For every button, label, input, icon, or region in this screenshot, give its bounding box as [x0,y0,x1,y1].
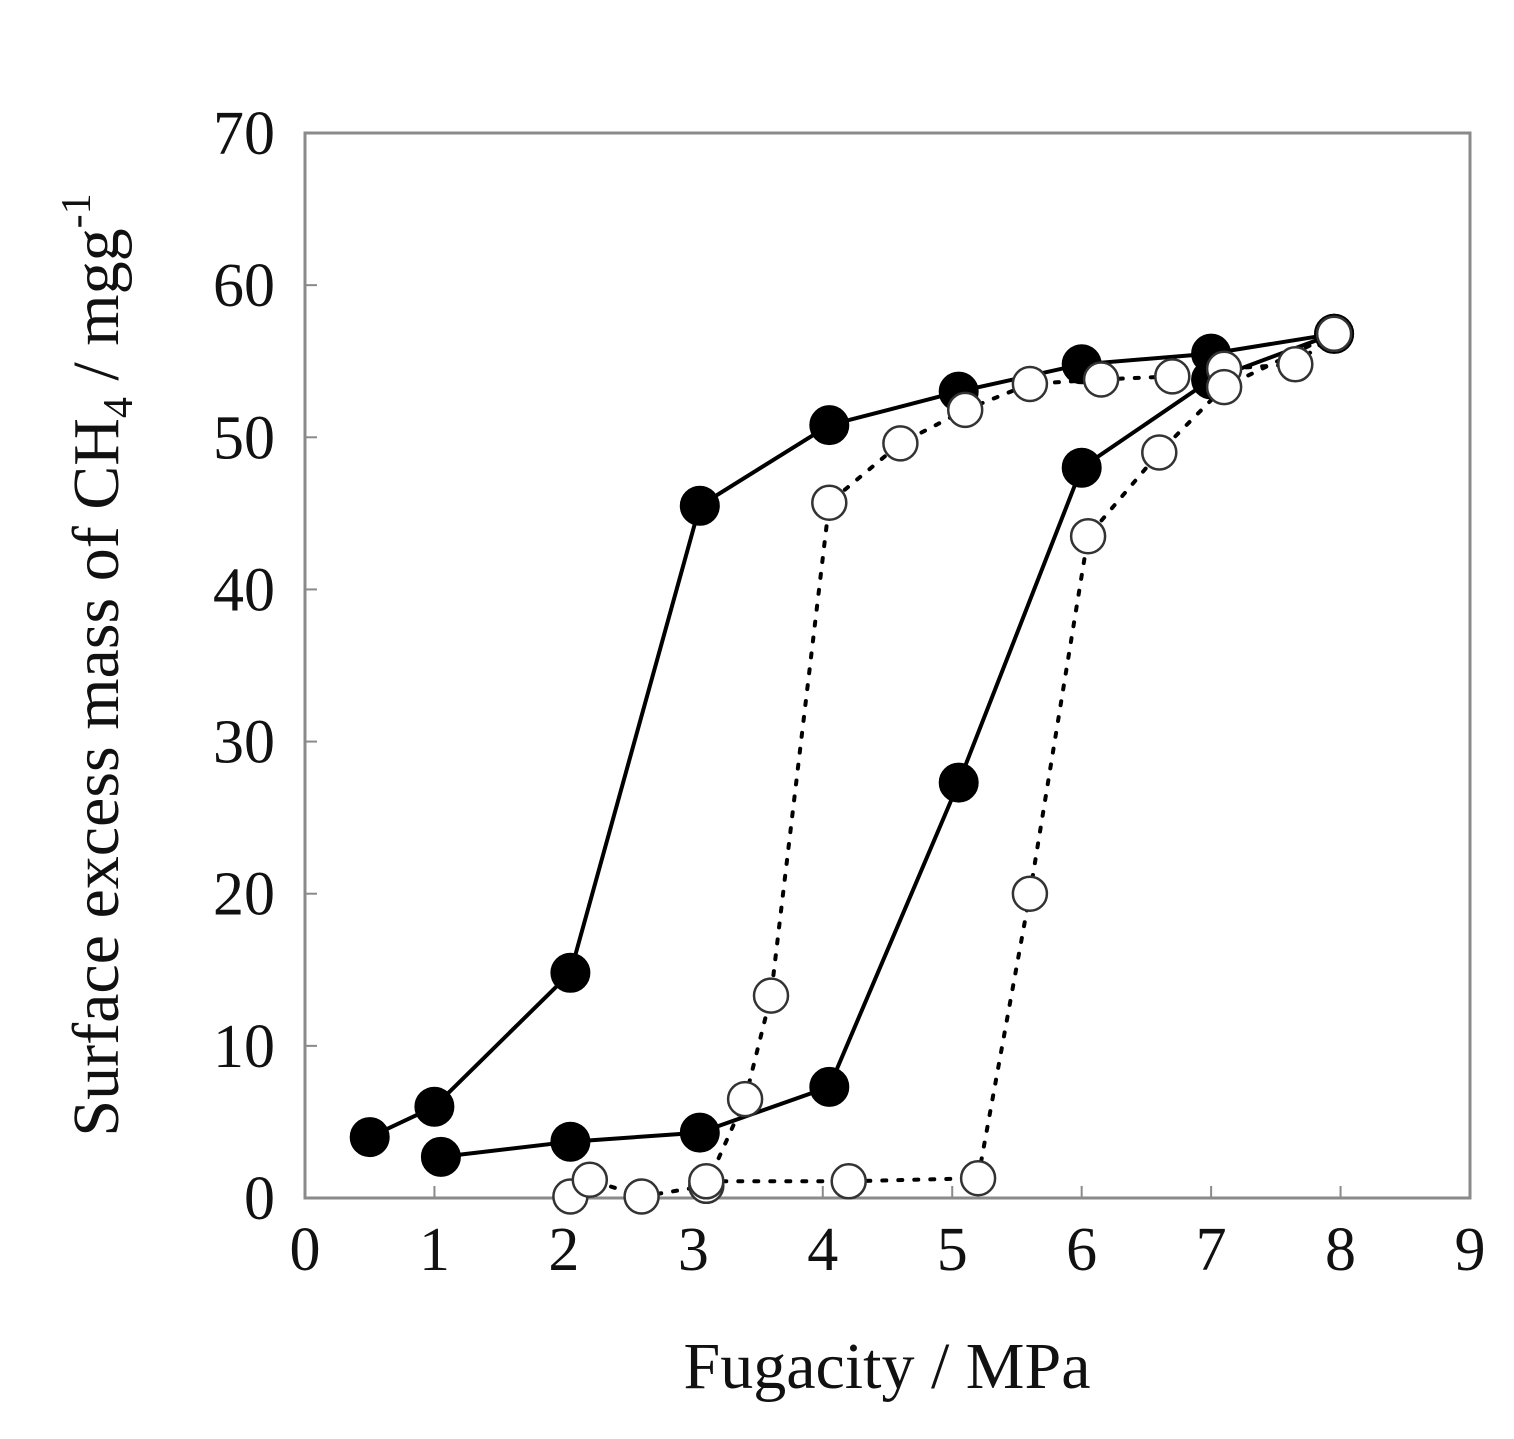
series-2-point [1061,447,1102,488]
series-2-point [809,1066,850,1107]
series-3-point [1154,358,1191,395]
plot-frame [303,131,1472,1200]
x-tick-label: 9 [1455,1216,1486,1284]
y-axis-title-unit: / mgg [60,228,133,397]
series-3-point [1082,361,1120,398]
y-tick-label: 10 [213,1013,275,1081]
series-1-point [414,1086,455,1127]
tick-marks [304,132,1471,1199]
series-4-point [1315,315,1353,353]
series-1-point [550,952,591,993]
series-3-point [1011,365,1049,403]
series-line-1 [368,331,1335,1139]
series-3-point [1277,346,1314,383]
series-2-point [938,762,979,803]
y-tick-label: 40 [213,556,275,624]
series-3-point [726,1080,764,1118]
series-3-point [882,425,919,462]
y-axis-title-main: Surface excess mass of CH [60,418,133,1136]
x-tick-label: 8 [1325,1216,1356,1284]
x-tick-label: 2 [548,1216,579,1284]
x-tick-label: 0 [290,1216,321,1284]
x-tick-label: 1 [419,1216,450,1284]
series-1-point [809,405,850,446]
x-tick-label: 5 [937,1216,968,1284]
series-1-point [679,485,720,526]
x-tick-label: 3 [678,1216,709,1284]
series-2-point [420,1136,461,1177]
series-2-point [679,1112,720,1153]
y-axis-title: Surface excess mass of CH4 / mgg-1 [54,193,142,1136]
y-tick-label: 50 [213,404,275,472]
series-lines [368,331,1337,1199]
series-line-3 [568,331,1337,1199]
x-tick-label: 4 [807,1216,838,1284]
series-2-point [550,1121,591,1162]
series-line-4 [704,331,1337,1184]
x-tick-label: 6 [1066,1216,1097,1284]
series-1-point [349,1117,390,1158]
series-4-point [959,1159,997,1197]
series-3-point [571,1161,609,1198]
series-4-point [1205,368,1243,406]
series-3-point [623,1178,660,1215]
y-tick-label: 30 [213,709,275,777]
series-4-point [830,1163,867,1200]
series-markers [349,313,1355,1215]
series-3-point [946,391,984,429]
x-axis-title: Fugacity / MPa [684,1330,1091,1403]
series-line-2 [440,331,1335,1159]
y-tick-label: 60 [213,252,275,320]
y-axis-title-superscript: -1 [54,193,100,228]
y-axis-title-subscript: 4 [96,397,142,418]
y-tick-label: 70 [213,100,275,168]
y-tick-label: 0 [244,1165,275,1233]
series-3-point [752,977,790,1014]
series-4-point [1069,517,1107,555]
series-3-point [811,484,848,521]
series-4-point [1011,875,1049,912]
series-4-point [1141,434,1178,471]
series-4-point [688,1163,725,1200]
y-tick-label: 20 [213,861,275,929]
tick-labels: 0 1 2 3 4 5 6 7 8 9 0 10 20 30 40 50 60 70 [213,100,1486,1284]
x-tick-label: 7 [1196,1216,1227,1284]
